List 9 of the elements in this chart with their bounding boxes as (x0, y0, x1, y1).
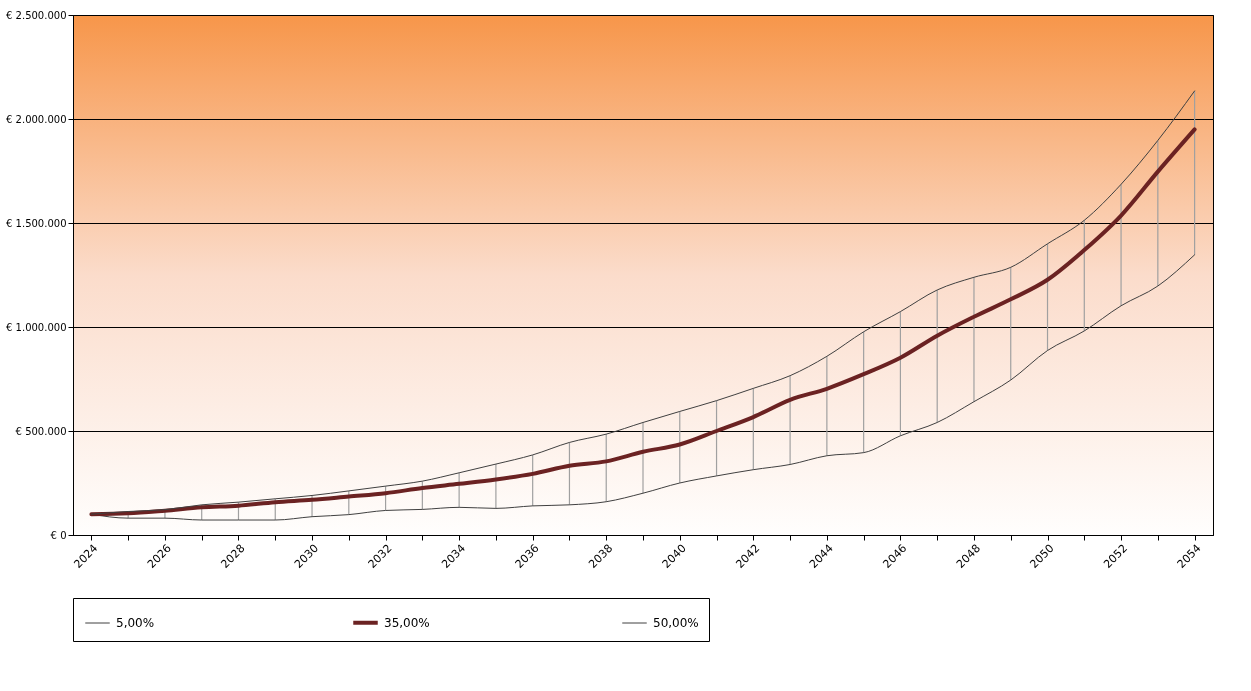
y-tick-label: € 500.000 (15, 425, 67, 437)
y-tick-label: € 2.500.000 (6, 9, 67, 21)
y-tick-label: € 0 (50, 529, 67, 541)
y-tick-label: € 1.000.000 (6, 321, 67, 333)
legend-label: 5,00% (116, 616, 155, 630)
legend-label: 50,00% (653, 616, 699, 630)
y-tick-label: € 2.000.000 (6, 113, 67, 125)
y-tick-label: € 1.500.000 (6, 217, 67, 229)
legend-label: 35,00% (384, 615, 430, 630)
